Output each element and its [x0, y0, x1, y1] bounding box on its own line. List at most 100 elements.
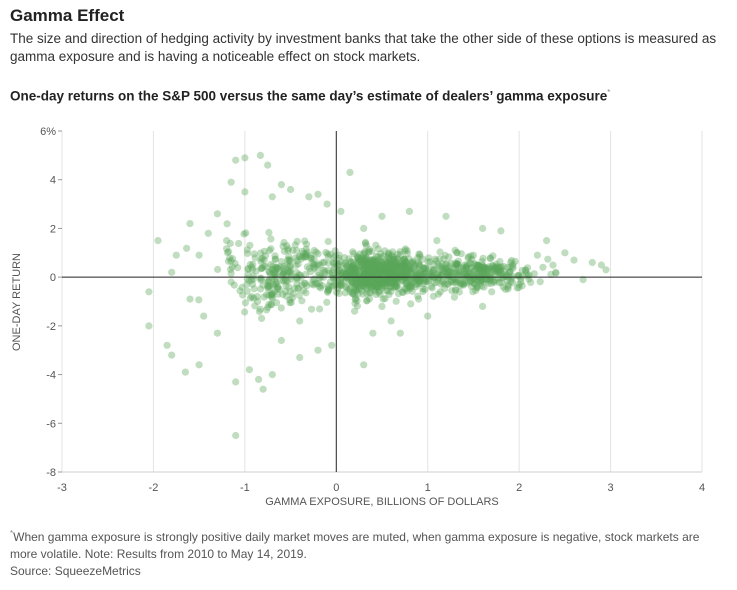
data-point [427, 271, 435, 279]
data-point [358, 278, 366, 286]
data-point [384, 266, 392, 274]
data-point [274, 283, 282, 291]
data-point [468, 255, 476, 263]
data-point [279, 265, 287, 273]
data-point [355, 275, 363, 284]
data-point [474, 264, 482, 272]
data-point [415, 279, 423, 287]
data-point [417, 277, 425, 285]
data-point [353, 302, 361, 310]
data-point [365, 295, 374, 303]
data-point [407, 300, 415, 308]
data-point [281, 288, 289, 296]
data-point [384, 250, 392, 258]
data-point [362, 241, 370, 249]
data-point [441, 265, 450, 273]
data-point [408, 258, 416, 267]
data-point [345, 285, 353, 293]
data-point [371, 286, 379, 294]
data-point [444, 269, 452, 277]
data-point [303, 282, 311, 290]
data-point [361, 271, 369, 279]
data-point [350, 264, 358, 272]
data-point [293, 237, 301, 245]
data-point [364, 277, 372, 285]
data-point [241, 308, 249, 316]
data-point [403, 270, 411, 278]
data-point [213, 210, 221, 218]
data-point [383, 268, 391, 276]
data-point [435, 274, 443, 282]
data-point [359, 264, 367, 272]
data-point [391, 277, 399, 285]
data-point [488, 262, 496, 270]
data-point [361, 276, 369, 284]
data-point [419, 264, 428, 272]
data-point [384, 260, 392, 268]
data-point [305, 193, 313, 201]
data-point [509, 262, 517, 270]
data-point [255, 375, 263, 383]
data-point [552, 269, 560, 277]
data-point [259, 281, 267, 289]
data-point [348, 279, 356, 287]
data-point [392, 262, 400, 270]
data-point [311, 279, 319, 287]
data-point [509, 264, 517, 272]
data-point [500, 262, 508, 271]
data-point [303, 248, 311, 256]
data-point [391, 281, 399, 289]
data-point [186, 220, 194, 228]
data-point [282, 292, 290, 300]
data-point [401, 274, 409, 282]
data-point [273, 285, 282, 293]
data-point [374, 283, 382, 291]
data-point [444, 280, 452, 288]
data-point [515, 283, 523, 291]
data-point [355, 263, 363, 271]
data-point [539, 263, 547, 271]
data-point [357, 276, 365, 284]
data-point [397, 265, 405, 273]
data-point [447, 277, 455, 286]
data-point [378, 284, 386, 292]
data-point [497, 266, 505, 274]
data-point [467, 264, 475, 272]
footnote-marker-bottom: * [10, 529, 14, 538]
data-point [372, 269, 380, 277]
data-point [371, 261, 379, 269]
data-point [536, 278, 544, 286]
data-point [322, 248, 330, 257]
data-point [387, 279, 395, 287]
data-point [368, 270, 376, 278]
data-point [470, 280, 478, 288]
data-point [386, 272, 394, 281]
data-point [292, 261, 300, 269]
data-point [382, 265, 390, 273]
data-point [382, 265, 390, 273]
data-point [341, 264, 349, 272]
data-point [455, 277, 463, 285]
data-point [457, 279, 465, 287]
data-point [385, 260, 393, 268]
data-point [264, 284, 272, 292]
data-point [380, 266, 388, 274]
data-point [406, 267, 415, 275]
chart-heading: One-day returns on the S&P 500 versus th… [10, 88, 610, 104]
data-point [425, 269, 433, 277]
data-point [286, 256, 294, 264]
data-point [352, 266, 360, 275]
data-point [441, 280, 449, 288]
data-point [455, 288, 463, 296]
data-point [361, 262, 369, 270]
data-point [266, 270, 274, 278]
data-point [358, 263, 367, 271]
data-point [368, 270, 376, 278]
data-point [377, 279, 385, 287]
data-point [356, 279, 364, 287]
data-point [321, 267, 329, 275]
data-point [349, 269, 358, 278]
data-point [465, 253, 473, 261]
data-point [475, 277, 483, 285]
data-point [461, 270, 469, 278]
